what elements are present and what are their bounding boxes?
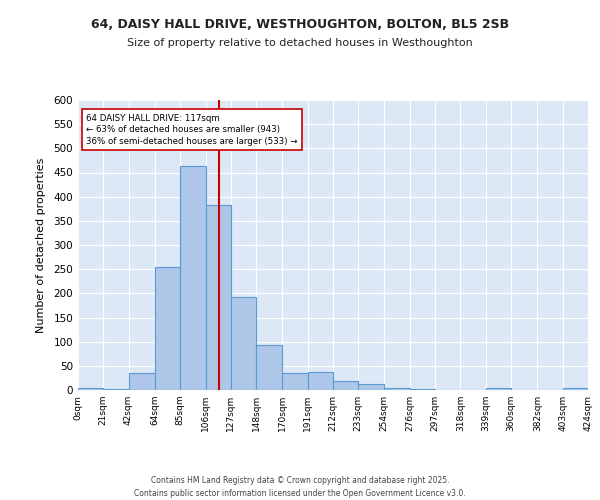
Bar (180, 166, 205, 390)
Bar (205, 205, 231, 390)
Bar (256, 345, 283, 390)
Bar (358, 384, 383, 390)
Bar (333, 381, 358, 390)
Bar (103, 389, 128, 390)
Text: 64, DAISY HALL DRIVE, WESTHOUGHTON, BOLTON, BL5 2SB: 64, DAISY HALL DRIVE, WESTHOUGHTON, BOLT… (91, 18, 509, 30)
Y-axis label: Number of detached properties: Number of detached properties (37, 158, 46, 332)
Bar (155, 267, 180, 390)
Bar (410, 389, 435, 390)
Text: Contains HM Land Registry data © Crown copyright and database right 2025.
Contai: Contains HM Land Registry data © Crown c… (134, 476, 466, 498)
Bar (308, 372, 333, 390)
Bar (78, 388, 103, 390)
Bar (563, 388, 588, 390)
Text: 64 DAISY HALL DRIVE: 117sqm
← 63% of detached houses are smaller (943)
36% of se: 64 DAISY HALL DRIVE: 117sqm ← 63% of det… (86, 114, 298, 146)
Bar (486, 388, 511, 390)
Bar (383, 388, 410, 390)
Bar (283, 372, 308, 390)
Bar (128, 372, 155, 390)
Text: Size of property relative to detached houses in Westhoughton: Size of property relative to detached ho… (127, 38, 473, 48)
Bar (231, 297, 256, 390)
